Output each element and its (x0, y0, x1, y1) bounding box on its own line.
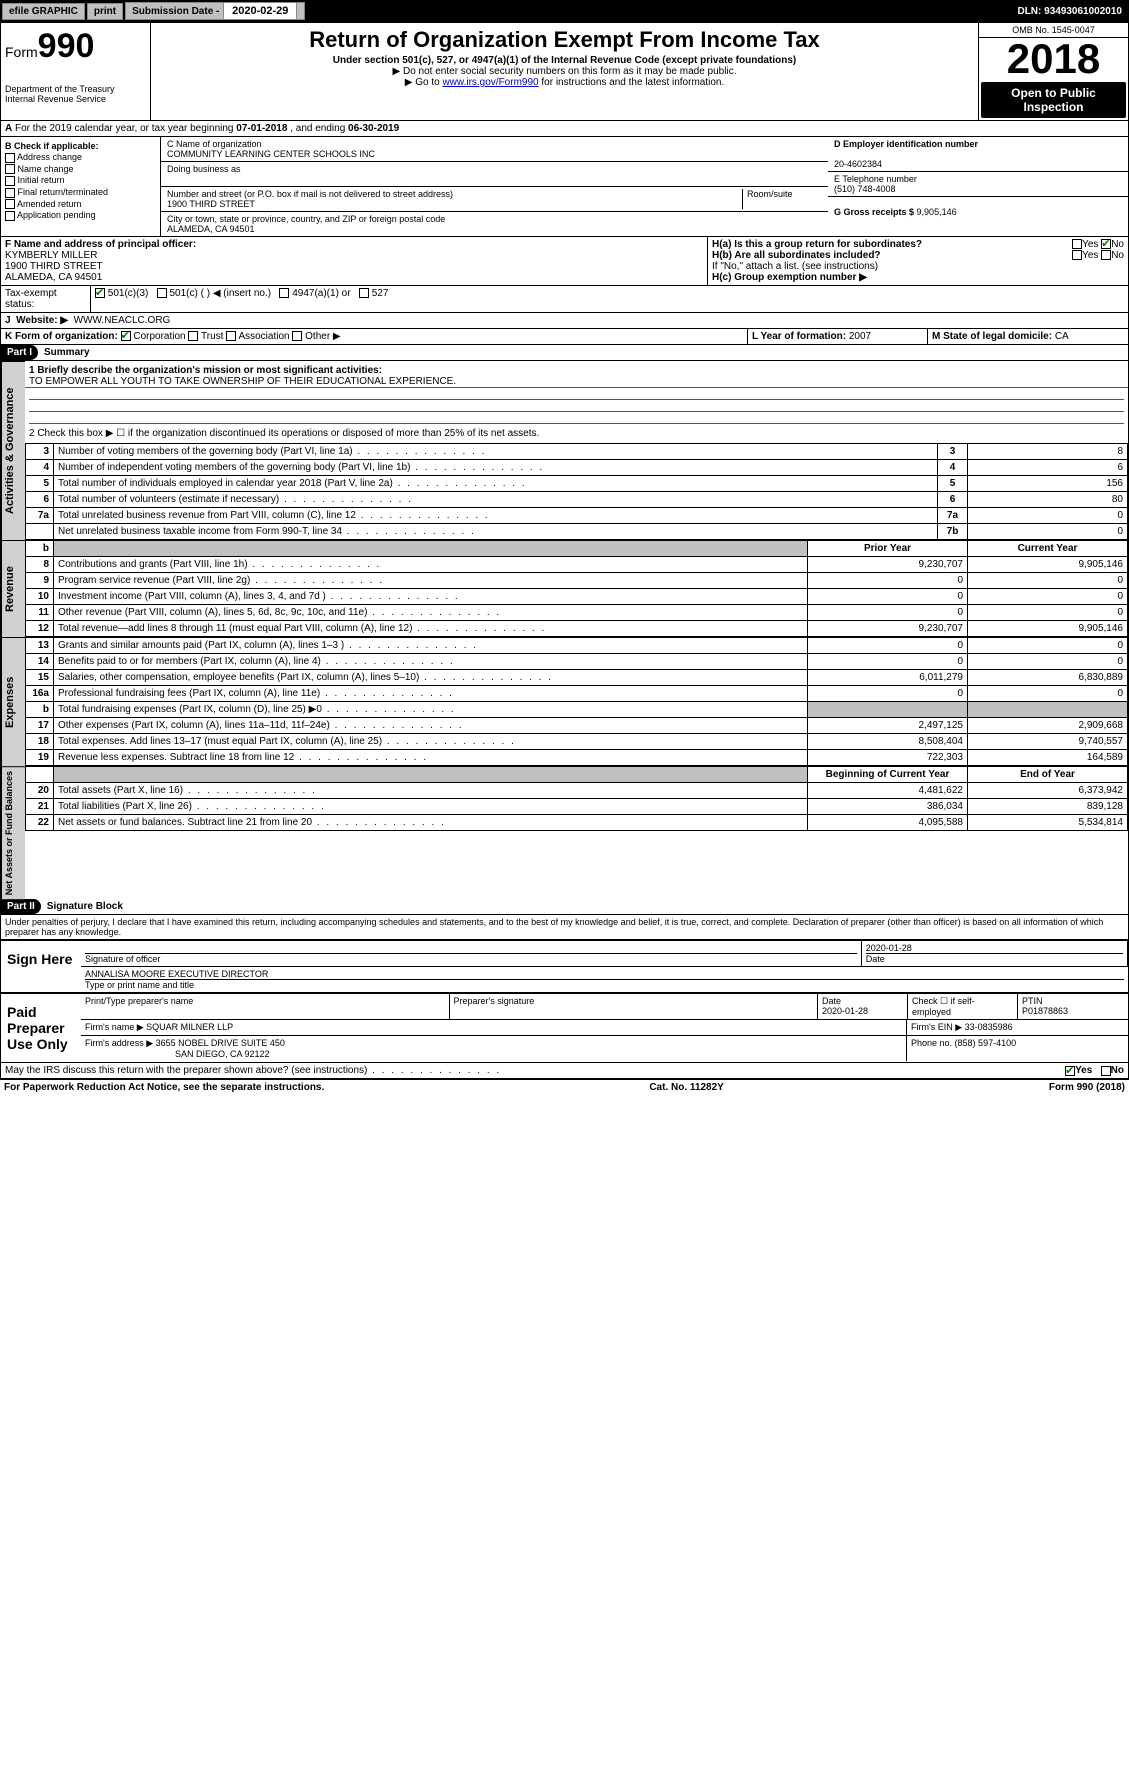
subtitle-2: ▶ Do not enter social security numbers o… (155, 66, 974, 77)
vlabel-ag: Activities & Governance (1, 361, 25, 540)
sign-here: Sign Here Signature of officer 2020-01-2… (0, 939, 1129, 993)
print-button[interactable]: print (87, 3, 123, 20)
box-i-label: Tax-exempt status: (1, 286, 91, 312)
submission-date-label: Submission Date - 2020-02-29 (125, 2, 305, 20)
line-a: A For the 2019 calendar year, or tax yea… (0, 121, 1129, 137)
dept-irs: Internal Revenue Service (5, 94, 146, 104)
phone-value: (510) 748-4008 (834, 184, 896, 194)
expense-table: 13Grants and similar amounts paid (Part … (25, 637, 1128, 766)
discuss-question: May the IRS discuss this return with the… (1, 1063, 1128, 1078)
box-c: C Name of organizationCOMMUNITY LEARNING… (161, 137, 828, 236)
form-number: Form990 (5, 27, 146, 66)
subtitle-3: ▶ Go to www.irs.gov/Form990 for instruct… (155, 77, 974, 88)
form-title: Return of Organization Exempt From Incom… (155, 27, 974, 53)
revenue-table: bPrior YearCurrent Year 8Contributions a… (25, 540, 1128, 637)
ein-value: 20-4602384 (834, 159, 882, 169)
form-header: Form990 Department of the Treasury Inter… (0, 22, 1129, 121)
subtitle-1: Under section 501(c), 527, or 4947(a)(1)… (155, 55, 974, 66)
org-street: 1900 THIRD STREET (167, 199, 255, 209)
box-l: L Year of formation: 2007 (748, 329, 928, 344)
efile-button[interactable]: efile GRAPHIC (2, 3, 85, 20)
part2-header: Part IISignature Block (0, 899, 1129, 915)
firm-ein: 33-0835986 (965, 1022, 1013, 1032)
dln-label: DLN: 93493061002010 (1011, 4, 1128, 19)
submission-date-value: 2020-02-29 (223, 2, 297, 20)
org-city: ALAMEDA, CA 94501 (167, 224, 255, 234)
box-i-opts: 501(c)(3) 501(c) ( ) ◀ (insert no.) 4947… (91, 286, 1128, 312)
ptin-value: P01878863 (1022, 1006, 1068, 1016)
ag-table: 3Number of voting members of the governi… (25, 443, 1128, 540)
tax-year: 2018 (979, 38, 1128, 80)
open-inspection-badge: Open to Public Inspection (981, 82, 1126, 118)
fh-block: F Name and address of principal officer:… (0, 237, 1129, 286)
footer: For Paperwork Reduction Act Notice, see … (0, 1079, 1129, 1095)
box-b: B Check if applicable: Address change Na… (1, 137, 161, 236)
vlabel-rev: Revenue (1, 540, 25, 637)
mission-text: TO EMPOWER ALL YOUTH TO TAKE OWNERSHIP O… (25, 376, 1128, 388)
officer-name: KYMBERLY MILLER (5, 250, 97, 261)
box-k: K Form of organization: Corporation Trus… (1, 329, 748, 344)
gross-receipts: 9,905,146 (917, 207, 957, 217)
line-2: 2 Check this box ▶ ☐ if the organization… (25, 424, 1128, 443)
org-name: COMMUNITY LEARNING CENTER SCHOOLS INC (167, 149, 375, 159)
vlabel-na: Net Assets or Fund Balances (1, 766, 25, 899)
perjury-decl: Under penalties of perjury, I declare th… (0, 915, 1129, 939)
netassets-table: Beginning of Current YearEnd of Year 20T… (25, 766, 1128, 831)
firm-name: SQUAR MILNER LLP (146, 1022, 233, 1032)
part1-header: Part ISummary (0, 345, 1129, 361)
officer-signed-name: ANNALISA MOORE EXECUTIVE DIRECTOR (85, 969, 268, 979)
identity-block: B Check if applicable: Address change Na… (0, 137, 1129, 237)
irs-link[interactable]: www.irs.gov/Form990 (442, 77, 538, 88)
box-deg: D Employer identification number20-46023… (828, 137, 1128, 236)
vlabel-exp: Expenses (1, 637, 25, 766)
top-toolbar: efile GRAPHIC print Submission Date - 20… (0, 0, 1129, 22)
box-m: M State of legal domicile: CA (928, 329, 1128, 344)
box-j: J Website: ▶ WWW.NEACLC.ORG (1, 313, 1128, 328)
paid-preparer: Paid Preparer Use Only Print/Type prepar… (0, 993, 1129, 1063)
firm-phone: (858) 597-4100 (955, 1038, 1017, 1048)
dept-treasury: Department of the Treasury (5, 84, 146, 94)
